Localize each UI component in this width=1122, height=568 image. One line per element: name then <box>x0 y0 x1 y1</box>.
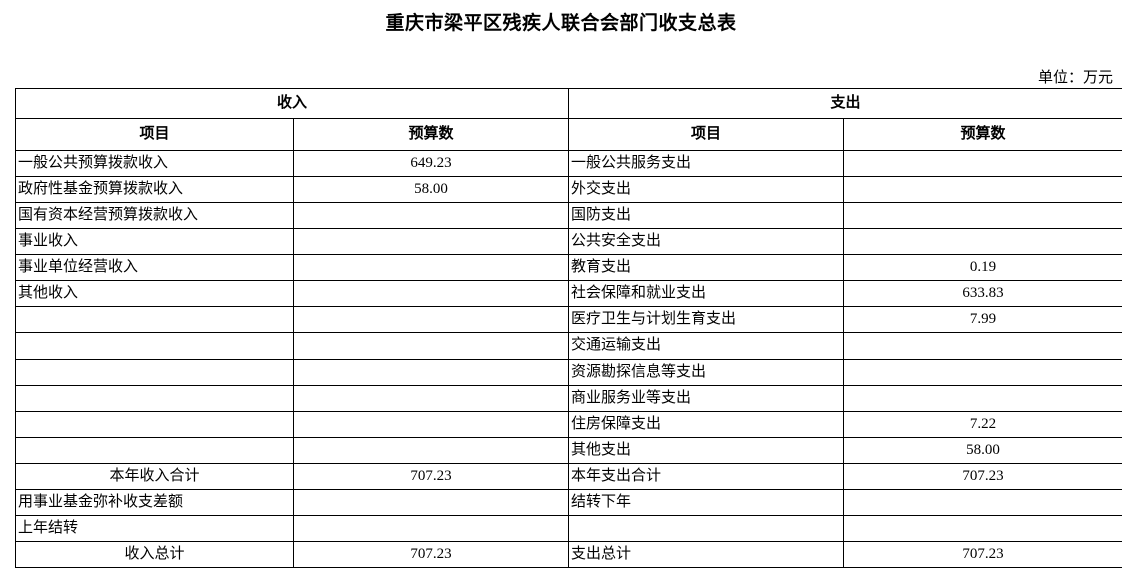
income-item-cell <box>15 306 294 334</box>
income-section-header: 收入 <box>14 88 570 119</box>
expense-item-cell: 本年支出合计 <box>568 462 845 490</box>
table-body: 一般公共预算拨款收入 649.23 一般公共服务支出 政府性基金预算拨款收入 58.00… <box>15 149 1122 568</box>
income-value-cell <box>292 306 570 334</box>
income-value-cell <box>292 202 570 230</box>
expense-value-cell <box>843 176 1122 204</box>
expense-item-cell: 住房保障支出 <box>568 410 845 438</box>
income-item-cell: 本年收入合计 <box>15 462 294 490</box>
income-value-cell <box>292 358 570 386</box>
expense-item-cell: 外交支出 <box>568 176 845 204</box>
income-value-cell <box>292 254 570 282</box>
table-row: 住房保障支出 7.22 <box>15 410 1122 438</box>
table-row: 一般公共预算拨款收入 649.23 一般公共服务支出 <box>15 149 1122 178</box>
income-item-cell <box>15 332 294 360</box>
expense-value-cell: 707.23 <box>843 540 1122 568</box>
income-item-cell <box>15 358 294 386</box>
section-header-row: 收入 支出 <box>14 88 1122 119</box>
income-item-cell: 用事业基金弥补收支差额 <box>15 488 294 516</box>
income-value-cell <box>292 384 570 412</box>
table-row: 事业收入 公共安全支出 <box>15 228 1122 256</box>
table-row: 本年收入合计 707.23 本年支出合计 707.23 <box>15 462 1122 490</box>
expense-value-cell <box>843 202 1122 230</box>
table-row: 国有资本经营预算拨款收入 国防支出 <box>15 202 1122 230</box>
income-item-cell: 上年结转 <box>15 514 294 542</box>
expense-item-cell <box>568 514 845 542</box>
income-item-cell: 事业单位经营收入 <box>15 254 294 282</box>
expense-value-cell <box>843 358 1122 386</box>
expense-value-cell <box>843 488 1122 516</box>
table-row: 政府性基金预算拨款收入 58.00 外交支出 <box>15 176 1122 204</box>
unit-note: 单位：万元 <box>1037 70 1113 86</box>
expense-value-cell: 707.23 <box>843 462 1122 490</box>
expense-item-cell: 其他支出 <box>568 436 845 464</box>
table-row: 用事业基金弥补收支差额 结转下年 <box>15 488 1122 516</box>
table-row: 其他支出 58.00 <box>15 436 1122 464</box>
income-value-cell: 707.23 <box>292 540 570 568</box>
expense-item-cell: 支出总计 <box>568 540 845 568</box>
table-row: 其他收入 社会保障和就业支出 633.83 <box>15 280 1122 308</box>
expense-item-cell: 交通运输支出 <box>568 332 845 360</box>
expense-item-cell: 资源勘探信息等支出 <box>568 358 845 386</box>
expense-budget-header: 预算数 <box>843 118 1122 151</box>
income-item-cell: 国有资本经营预算拨款收入 <box>15 202 294 230</box>
income-item-cell: 其他收入 <box>15 280 294 308</box>
table-row: 事业单位经营收入 教育支出 0.19 <box>15 254 1122 282</box>
income-value-cell: 649.23 <box>292 149 570 178</box>
income-item-cell <box>15 410 294 438</box>
income-value-cell <box>292 332 570 360</box>
income-value-cell <box>292 228 570 256</box>
expense-value-cell: 58.00 <box>843 436 1122 464</box>
expense-item-cell: 一般公共服务支出 <box>568 149 845 178</box>
expense-item-cell: 医疗卫生与计划生育支出 <box>568 306 845 334</box>
column-header-row: 项目 预算数 项目 预算数 <box>15 118 1122 151</box>
expense-item-cell: 教育支出 <box>568 254 845 282</box>
expense-item-cell: 国防支出 <box>568 202 845 230</box>
income-value-cell <box>292 410 570 438</box>
income-item-cell <box>15 436 294 464</box>
income-value-cell <box>292 514 570 542</box>
expense-value-cell: 0.19 <box>843 254 1122 282</box>
expense-value-cell <box>843 514 1122 542</box>
income-item-cell: 政府性基金预算拨款收入 <box>15 176 294 204</box>
income-value-cell: 707.23 <box>292 462 570 490</box>
income-item-cell <box>15 384 294 412</box>
expense-item-cell: 商业服务业等支出 <box>568 384 845 412</box>
income-value-cell <box>292 488 570 516</box>
expense-item-cell: 结转下年 <box>568 488 845 516</box>
income-item-cell: 事业收入 <box>15 228 294 256</box>
expense-value-cell: 633.83 <box>843 280 1122 308</box>
expense-value-cell <box>843 384 1122 412</box>
expense-value-cell: 7.22 <box>843 410 1122 438</box>
income-budget-header: 预算数 <box>292 118 570 151</box>
table-row: 上年结转 <box>15 514 1122 542</box>
income-value-cell <box>292 436 570 464</box>
table-row: 资源勘探信息等支出 <box>15 358 1122 386</box>
expense-value-cell <box>843 332 1122 360</box>
expense-value-cell <box>843 149 1122 178</box>
expense-item-header: 项目 <box>568 118 845 151</box>
table-row: 医疗卫生与计划生育支出 7.99 <box>15 306 1122 334</box>
income-value-cell <box>292 280 570 308</box>
income-value-cell: 58.00 <box>292 176 570 204</box>
income-item-cell: 收入总计 <box>15 540 294 568</box>
income-item-cell: 一般公共预算拨款收入 <box>15 149 294 178</box>
expense-section-header: 支出 <box>568 88 1122 119</box>
expense-value-cell: 7.99 <box>843 306 1122 334</box>
expense-item-cell: 公共安全支出 <box>568 228 845 256</box>
table-row: 商业服务业等支出 <box>15 384 1122 412</box>
income-item-header: 项目 <box>15 118 294 151</box>
budget-table: 收入 支出 项目 预算数 项目 预算数 一般公共预算拨款收入 649.23 一般公共… <box>14 88 1122 568</box>
table-row: 交通运输支出 <box>15 332 1122 360</box>
page-title: 重庆市梁平区残疾人联合会部门收支总表 <box>385 13 737 34</box>
expense-item-cell: 社会保障和就业支出 <box>568 280 845 308</box>
expense-value-cell <box>843 228 1122 256</box>
table-row: 收入总计 707.23 支出总计 707.23 <box>15 540 1122 568</box>
